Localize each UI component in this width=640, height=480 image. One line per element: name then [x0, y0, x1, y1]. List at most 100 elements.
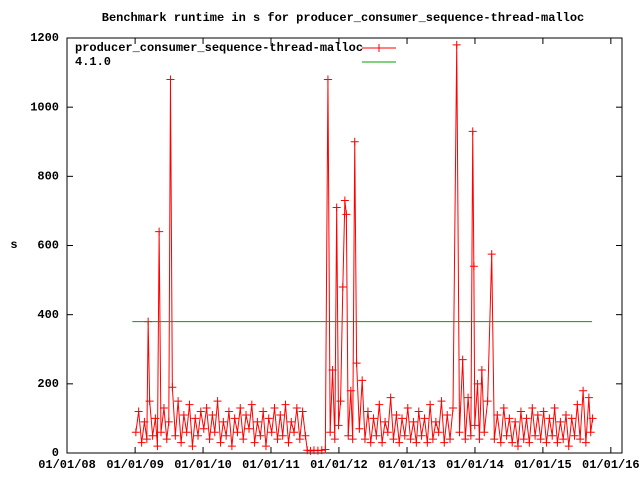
- legend-label: 4.1.0: [75, 55, 111, 69]
- point-marker: [470, 421, 479, 430]
- point-marker: [556, 417, 565, 426]
- point-marker: [168, 383, 177, 392]
- point-marker: [468, 127, 477, 136]
- point-marker: [213, 397, 222, 406]
- point-marker: [386, 393, 395, 402]
- point-marker: [513, 442, 522, 451]
- point-marker: [426, 400, 435, 409]
- point-marker: [414, 407, 423, 416]
- y-tick-label: 1200: [30, 31, 59, 45]
- point-marker: [431, 417, 440, 426]
- point-marker: [369, 414, 378, 423]
- point-marker: [366, 438, 375, 447]
- x-tick-label: 01/01/14: [446, 458, 504, 472]
- point-marker: [499, 404, 508, 413]
- point-marker: [511, 417, 520, 426]
- point-marker: [466, 431, 475, 440]
- point-marker: [522, 414, 531, 423]
- y-tick-label: 200: [37, 377, 59, 391]
- point-marker: [196, 407, 205, 416]
- point-marker: [493, 410, 502, 419]
- point-marker: [338, 283, 347, 291]
- point-marker: [264, 414, 273, 423]
- point-marker: [210, 428, 219, 437]
- point-marker: [250, 438, 259, 447]
- point-marker: [346, 386, 355, 395]
- point-marker: [375, 400, 384, 409]
- point-marker: [179, 410, 188, 419]
- point-marker: [576, 435, 585, 444]
- y-axis-label: s: [10, 238, 17, 252]
- point-marker: [188, 442, 197, 451]
- point-marker: [205, 435, 214, 444]
- point-marker: [392, 410, 401, 419]
- x-tick-label: 01/01/13: [378, 458, 436, 472]
- point-marker: [227, 442, 236, 451]
- point-marker: [573, 400, 582, 409]
- point-marker: [256, 431, 265, 440]
- point-marker: [156, 428, 165, 437]
- point-marker: [363, 407, 372, 416]
- point-marker: [317, 446, 326, 455]
- point-marker: [253, 417, 262, 426]
- point-marker: [519, 435, 528, 444]
- point-marker: [452, 40, 461, 49]
- point-marker: [222, 431, 231, 440]
- chart-title: Benchmark runtime in s for producer_cons…: [102, 11, 584, 25]
- point-marker: [131, 428, 140, 437]
- point-marker: [336, 397, 345, 406]
- point-marker: [409, 417, 418, 426]
- point-marker: [496, 438, 505, 447]
- point-marker: [381, 417, 390, 426]
- point-marker: [326, 428, 335, 437]
- point-marker: [332, 203, 341, 212]
- legend-marker: [375, 44, 383, 52]
- y-tick-label: 600: [37, 239, 59, 253]
- point-marker: [508, 438, 517, 447]
- point-marker: [505, 414, 514, 423]
- point-marker: [550, 404, 559, 413]
- point-marker: [194, 431, 203, 440]
- point-marker: [473, 379, 482, 388]
- point-marker: [428, 435, 437, 444]
- point-marker: [155, 227, 164, 236]
- point-marker: [306, 446, 315, 455]
- point-marker: [230, 414, 239, 423]
- point-marker: [344, 431, 353, 440]
- point-marker: [420, 414, 429, 423]
- point-marker: [584, 393, 593, 402]
- point-marker: [236, 404, 245, 413]
- point-marker: [352, 359, 361, 368]
- point-marker: [378, 438, 387, 447]
- point-marker: [342, 210, 351, 219]
- point-marker: [516, 407, 525, 416]
- point-marker: [412, 438, 421, 447]
- point-marker: [328, 366, 337, 374]
- point-marker: [372, 431, 381, 440]
- point-marker: [531, 431, 540, 440]
- point-marker: [166, 75, 175, 84]
- point-marker: [461, 435, 470, 444]
- point-marker: [281, 400, 290, 409]
- point-marker: [528, 404, 537, 413]
- series-line: [135, 44, 594, 452]
- point-marker: [490, 435, 499, 444]
- point-marker: [581, 438, 590, 447]
- point-marker: [321, 445, 330, 454]
- point-marker: [202, 404, 211, 413]
- x-tick-label: 01/01/16: [582, 458, 640, 472]
- point-marker: [406, 435, 415, 444]
- point-marker: [350, 137, 359, 146]
- point-marker: [440, 438, 449, 447]
- plot-frame: [66, 37, 623, 454]
- point-marker: [443, 410, 452, 419]
- x-tick-label: 01/01/10: [174, 458, 232, 472]
- point-marker: [355, 424, 364, 433]
- y-tick-label: 800: [37, 170, 59, 184]
- x-tick-label: 01/01/15: [514, 458, 572, 472]
- point-marker: [564, 442, 573, 451]
- point-marker: [389, 435, 398, 444]
- point-marker: [446, 435, 455, 444]
- y-tick-label: 0: [52, 446, 59, 460]
